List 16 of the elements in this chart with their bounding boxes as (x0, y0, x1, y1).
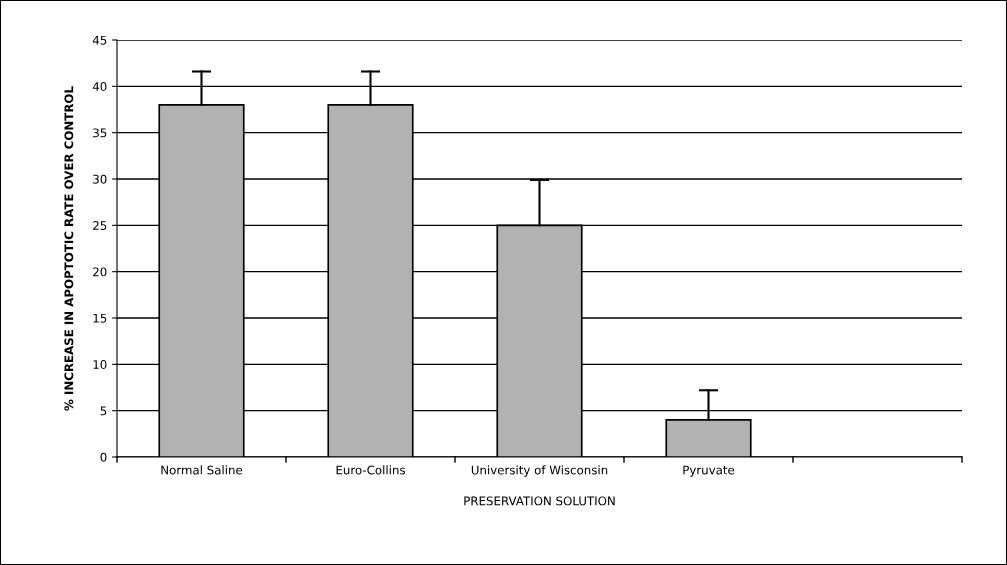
y-tick-label: 45 (92, 35, 107, 45)
y-tick-label: 35 (93, 128, 107, 138)
y-axis-title: % INCREASE IN APOPTOTIC RATE OVER CONTROL (64, 86, 74, 411)
x-tick-label: Pyruvate (683, 465, 735, 477)
y-tick-label: 40 (92, 82, 107, 91)
y-tick-label: 15 (93, 313, 107, 323)
y-tick-label: 20 (93, 267, 107, 277)
x-tick-label: Normal Saline (161, 465, 243, 475)
y-tick-label: 5 (100, 406, 107, 416)
y-tick-label: 0 (100, 452, 107, 462)
x-tick-label: University of Wisconsin (471, 465, 608, 477)
y-tick-label: 25 (93, 221, 107, 230)
y-tick-label: 10 (93, 360, 107, 369)
x-axis-title: PRESERVATION SOLUTION (464, 496, 615, 506)
x-tick-label: Euro-Collins (336, 465, 406, 475)
y-tick-label: 30 (93, 174, 107, 184)
